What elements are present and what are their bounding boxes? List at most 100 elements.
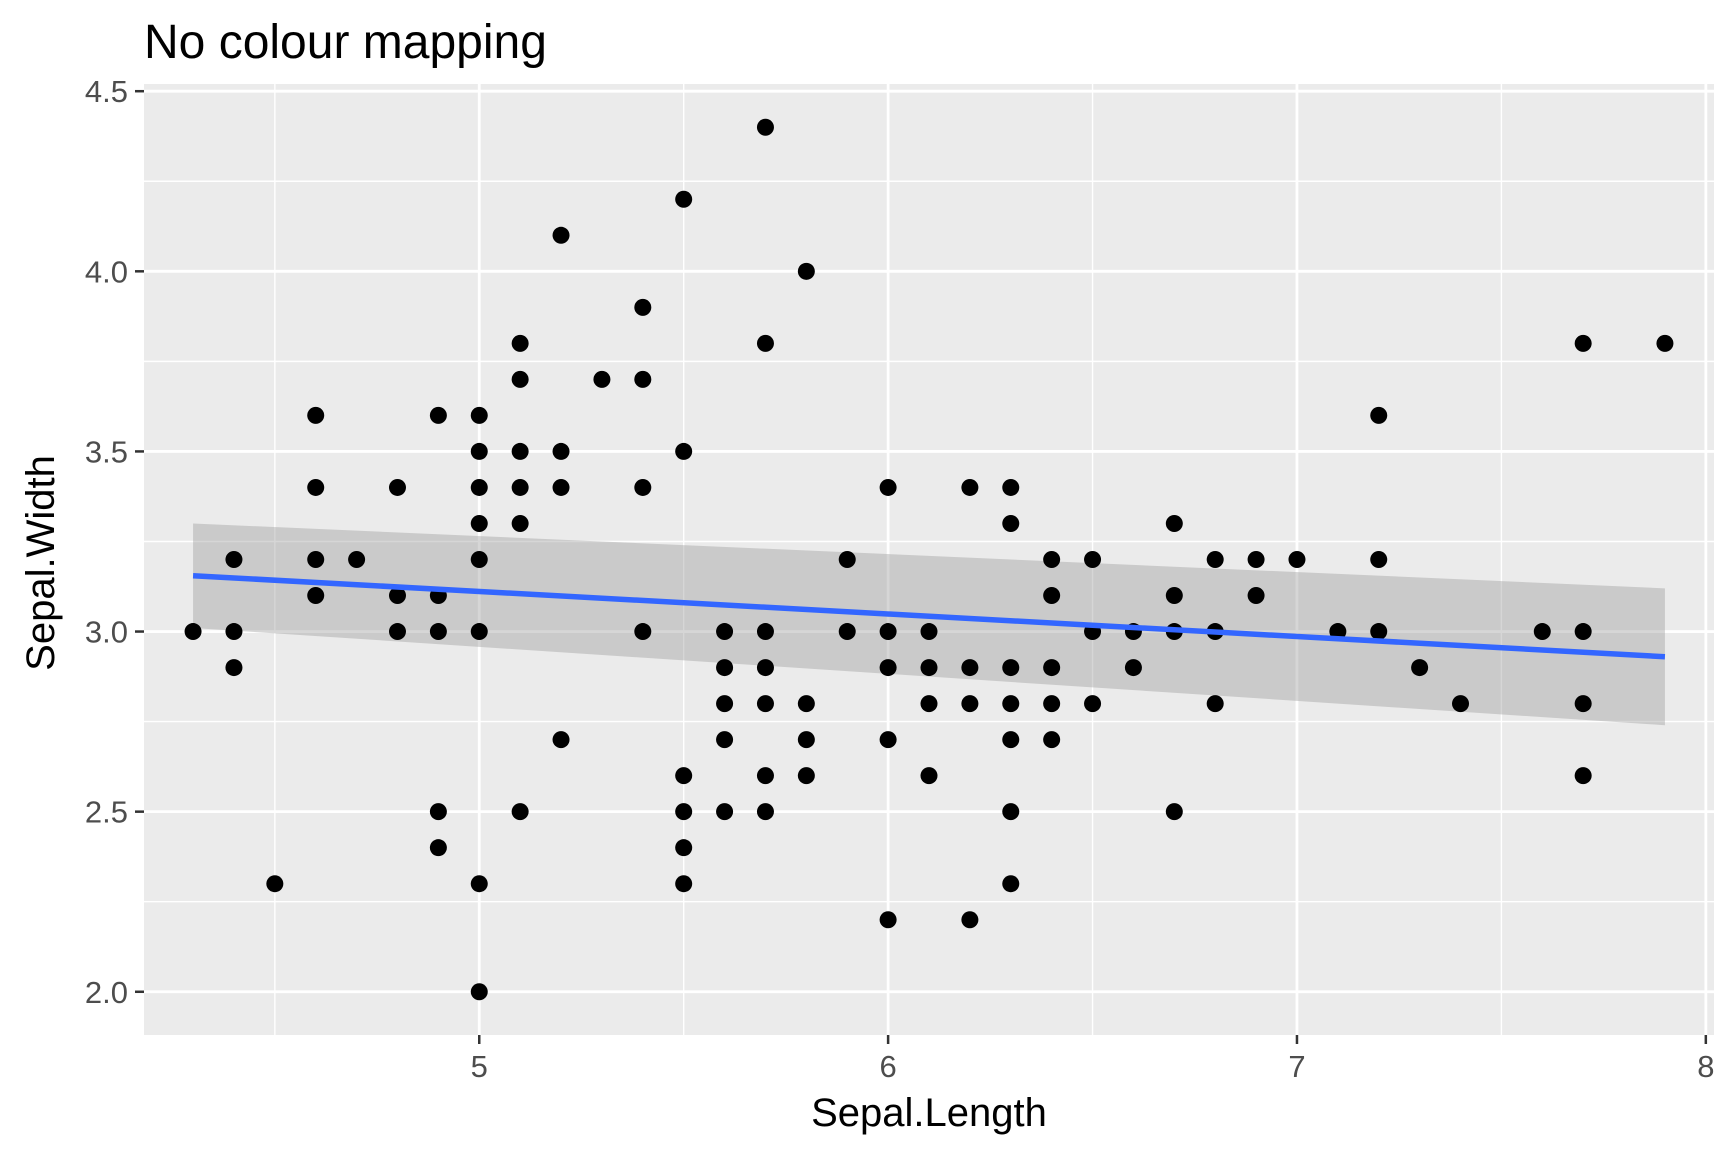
x-tick-label: 6	[879, 1049, 896, 1084]
trend-line	[192, 572, 1666, 660]
data-point	[388, 623, 406, 641]
y-tick-label: 4.5	[85, 74, 128, 109]
data-point	[797, 731, 815, 749]
data-point	[225, 659, 243, 677]
data-point	[1002, 659, 1020, 677]
data-point	[552, 478, 570, 496]
data-point	[1533, 623, 1551, 641]
data-point	[1002, 514, 1020, 532]
data-point	[961, 478, 979, 496]
data-point	[797, 767, 815, 785]
data-point	[634, 623, 652, 641]
data-point	[1124, 659, 1142, 677]
data-point	[470, 478, 488, 496]
data-point	[675, 803, 693, 821]
data-point	[1002, 875, 1020, 893]
data-point	[879, 731, 897, 749]
data-point	[1574, 695, 1592, 713]
data-point	[879, 911, 897, 929]
data-point	[675, 839, 693, 857]
data-point	[1411, 659, 1429, 677]
data-point	[307, 551, 325, 568]
y-tick-label: 2.5	[85, 795, 128, 830]
data-point	[470, 623, 488, 641]
data-point	[920, 659, 938, 677]
data-point	[511, 514, 529, 532]
data-point	[429, 406, 447, 424]
data-point	[1002, 478, 1020, 496]
data-point	[675, 875, 693, 893]
data-point	[429, 623, 447, 641]
data-point	[348, 551, 366, 568]
data-point	[756, 118, 774, 136]
data-point	[552, 731, 570, 749]
data-point	[470, 983, 488, 1001]
data-point	[1370, 623, 1388, 641]
data-point	[716, 623, 734, 641]
data-point	[1370, 551, 1388, 568]
data-point	[511, 334, 529, 352]
data-point	[756, 767, 774, 785]
data-point	[634, 298, 652, 316]
data-point	[470, 875, 488, 893]
data-point	[307, 587, 325, 605]
data-point	[429, 803, 447, 821]
data-point	[1043, 695, 1061, 713]
data-point	[307, 406, 325, 424]
data-point	[511, 370, 529, 388]
data-point	[1043, 551, 1061, 568]
axes: 5 6 7 8 2.0 2.5 3.0 3.5 4.0 4.5	[85, 74, 1715, 1084]
data-point	[756, 695, 774, 713]
data-point	[593, 370, 611, 388]
data-point	[225, 551, 243, 568]
data-point	[716, 695, 734, 713]
data-point	[470, 514, 488, 532]
data-point	[961, 911, 979, 929]
data-point	[1370, 406, 1388, 424]
data-point	[1002, 695, 1020, 713]
data-point	[675, 767, 693, 785]
data-point	[634, 370, 652, 388]
data-point	[716, 659, 734, 677]
data-point	[634, 478, 652, 496]
data-point	[470, 551, 488, 568]
data-point	[756, 659, 774, 677]
y-axis-title: Sepal.Width	[19, 455, 63, 671]
data-point	[1002, 731, 1020, 749]
y-tick-label: 3.0	[85, 615, 128, 650]
data-point	[961, 695, 979, 713]
data-point	[716, 731, 734, 749]
y-tick-label: 2.0	[85, 975, 128, 1010]
data-point	[1206, 551, 1224, 568]
data-point	[552, 226, 570, 244]
data-point	[675, 190, 693, 208]
data-point	[838, 551, 856, 568]
data-point	[756, 623, 774, 641]
data-point	[1043, 587, 1061, 605]
data-point	[1574, 334, 1592, 352]
data-point	[511, 442, 529, 460]
data-point	[1084, 551, 1102, 568]
data-point	[1043, 731, 1061, 749]
data-point	[1247, 551, 1265, 568]
data-point	[266, 875, 284, 893]
chart-title: No colour mapping	[144, 16, 547, 69]
data-point	[470, 442, 488, 460]
data-point	[225, 623, 243, 641]
data-point	[961, 659, 979, 677]
data-point	[1574, 623, 1592, 641]
data-point	[1574, 767, 1592, 785]
x-tick-label: 7	[1288, 1049, 1305, 1084]
data-point	[756, 803, 774, 821]
data-point	[797, 695, 815, 713]
data-point	[716, 803, 734, 821]
data-point	[511, 478, 529, 496]
panel-background	[144, 84, 1714, 1035]
data-point	[470, 406, 488, 424]
data-point	[920, 695, 938, 713]
data-point	[1165, 587, 1183, 605]
data-point	[307, 478, 325, 496]
data-point	[920, 623, 938, 641]
data-point	[879, 659, 897, 677]
